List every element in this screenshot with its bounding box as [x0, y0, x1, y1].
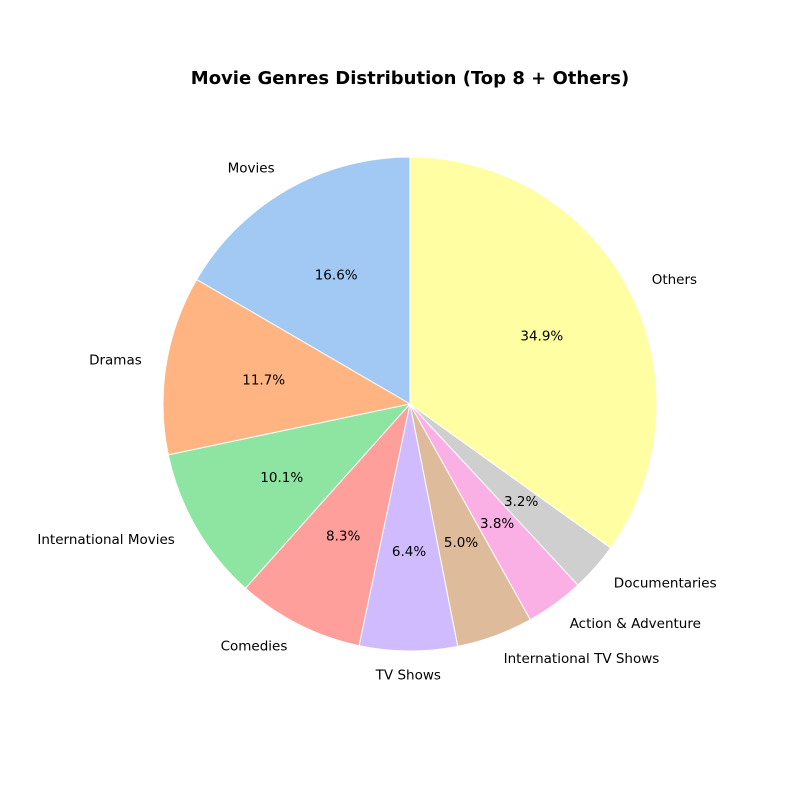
pie-slice-comedies	[244, 402, 411, 647]
pct-label-movies: 16.6%	[315, 268, 358, 284]
pct-label-documentaries: 3.2%	[504, 494, 538, 510]
pie-slice-movies	[195, 156, 411, 405]
pct-label-action-and-adventure: 3.8%	[480, 516, 514, 532]
pct-label-others: 34.9%	[520, 328, 563, 344]
chart-title: Movie Genres Distribution (Top 8 + Other…	[190, 68, 630, 89]
pct-label-tv-shows: 6.4%	[392, 544, 426, 560]
pie-slice-international-movies	[167, 403, 412, 589]
pie-labels: Movies 16.6% Dramas 11.7% International Movi…	[37, 160, 716, 683]
slice-label-action-and-adventure: Action & Adventure	[570, 616, 701, 632]
pct-label-international-movies: 10.1%	[260, 470, 303, 486]
slice-label-others: Others	[652, 272, 697, 288]
slice-label-tv-shows: TV Shows	[375, 668, 441, 684]
slice-label-movies: Movies	[228, 160, 275, 176]
pct-label-dramas: 11.7%	[242, 372, 285, 388]
slice-label-international-movies: International Movies	[37, 532, 174, 548]
pie-slices	[162, 156, 658, 652]
pct-label-international-tv-shows: 5.0%	[444, 535, 478, 551]
pie-slice-others	[409, 156, 658, 549]
pie-slice-dramas	[162, 278, 412, 456]
slice-label-international-tv-shows: International TV Shows	[504, 651, 660, 667]
slice-label-dramas: Dramas	[89, 353, 142, 369]
pct-label-comedies: 8.3%	[326, 528, 360, 544]
slice-label-documentaries: Documentaries	[614, 576, 717, 592]
slice-label-comedies: Comedies	[221, 638, 288, 654]
